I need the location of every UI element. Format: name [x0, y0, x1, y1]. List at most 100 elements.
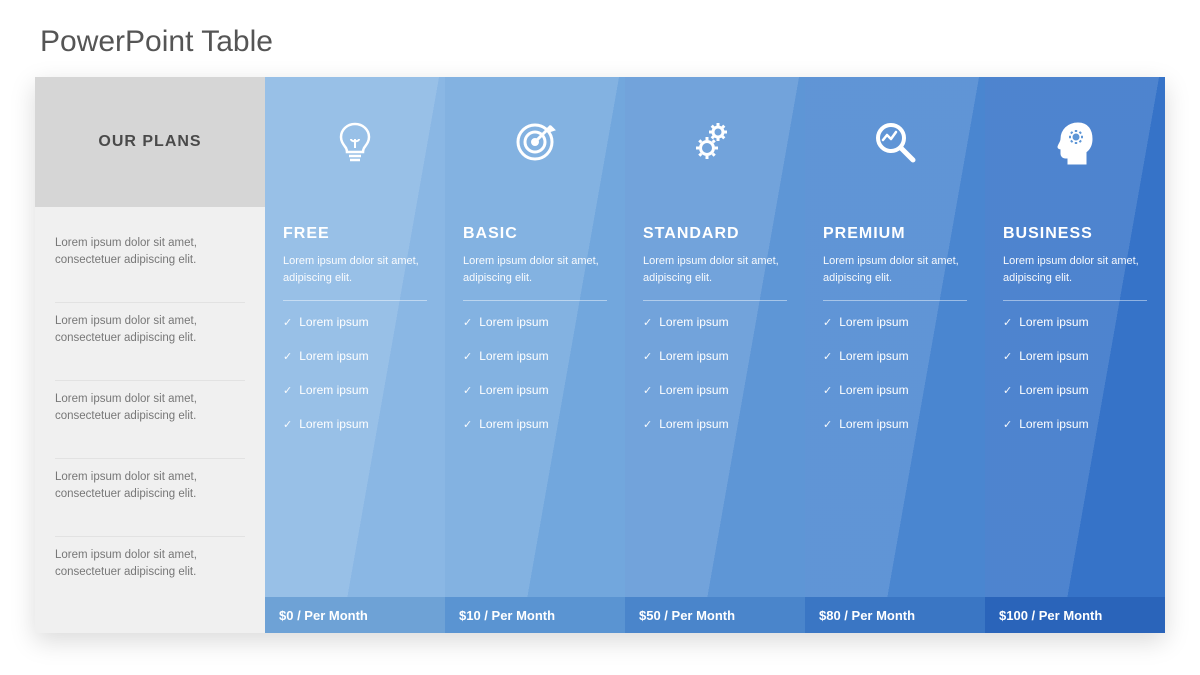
plan-body: STANDARD Lorem ipsum dolor sit amet, adip…: [625, 207, 805, 597]
plan-desc: Lorem ipsum dolor sit amet, adipiscing e…: [283, 253, 427, 286]
label-row: Lorem ipsum dolor sit amet, consectetuer…: [55, 303, 245, 381]
label-row: Lorem ipsum dolor sit amet, consectetuer…: [55, 537, 245, 615]
plan-desc: Lorem ipsum dolor sit amet, adipiscing e…: [643, 253, 787, 286]
plan-column-free: FREE Lorem ipsum dolor sit amet, adipisci…: [265, 77, 445, 633]
feature-text: Lorem ipsum: [659, 349, 728, 363]
plan-column-basic: BASIC Lorem ipsum dolor sit amet, adipisc…: [445, 77, 625, 633]
check-icon: ✓: [283, 316, 292, 329]
analytics-icon: [805, 77, 985, 207]
feature-item: ✓Lorem ipsum: [283, 349, 427, 363]
feature-item: ✓ Lorem ipsum: [643, 315, 787, 329]
feature-text: Lorem ipsum: [479, 349, 548, 363]
feature-text: Lorem ipsum: [1019, 315, 1088, 329]
feature-text: Lorem ipsum: [479, 417, 548, 431]
feature-item: ✓ Lorem ipsum: [1003, 349, 1147, 363]
separator: [823, 300, 967, 301]
feature-text: Lorem ipsum: [659, 383, 728, 397]
feature-text: Lorem ipsum: [299, 417, 368, 431]
lightbulb-icon: [265, 77, 445, 207]
plan-body: FREE Lorem ipsum dolor sit amet, adipisci…: [265, 207, 445, 597]
check-icon: ✓: [1003, 316, 1012, 329]
plan-column-premium: PREMIUM Lorem ipsum dolor sit amet, adipi…: [805, 77, 985, 633]
check-icon: ✓: [823, 384, 832, 397]
label-row: Lorem ipsum dolor sit amet, consectetuer…: [55, 225, 245, 303]
feature-item: ✓ Lorem ipsum: [283, 417, 427, 431]
page-title: PowerPoint Table: [0, 25, 1200, 59]
label-header: OUR PLANS: [35, 77, 265, 207]
plan-column-standard: STANDARD Lorem ipsum dolor sit amet, adip…: [625, 77, 805, 633]
check-icon: ✓: [1003, 384, 1012, 397]
check-icon: ✓: [643, 350, 652, 363]
feature-item: ✓ Lorem ipsum: [1003, 417, 1147, 431]
label-row: Lorem ipsum dolor sit amet, consectetuer…: [55, 459, 245, 537]
plan-price: $10 / Per Month: [445, 597, 625, 633]
feature-item: ✓ Lorem ipsum: [463, 349, 607, 363]
pricing-table: OUR PLANS Lorem ipsum dolor sit amet, co…: [35, 77, 1165, 633]
check-icon: ✓: [463, 316, 472, 329]
target-icon: [445, 77, 625, 207]
feature-item: ✓Lorem ipsum: [1003, 383, 1147, 397]
plan-desc: Lorem ipsum dolor sit amet, adipiscing e…: [463, 253, 607, 286]
separator: [283, 300, 427, 301]
plan-body: BASIC Lorem ipsum dolor sit amet, adipisc…: [445, 207, 625, 597]
check-icon: ✓: [643, 418, 652, 431]
feature-text: Lorem ipsum: [479, 315, 548, 329]
feature-item: ✓ Lorem ipsum: [823, 383, 967, 397]
feature-item: ✓ Lorem ipsum: [823, 349, 967, 363]
separator: [643, 300, 787, 301]
feature-text: Lorem ipsum: [1019, 417, 1088, 431]
plan-price: $80 / Per Month: [805, 597, 985, 633]
plan-price: $50 / Per Month: [625, 597, 805, 633]
check-icon: ✓: [1003, 418, 1012, 431]
feature-item: ✓Lorem ipsum: [643, 417, 787, 431]
feature-item: ✓ Lorem ipsum: [463, 383, 607, 397]
check-icon: ✓: [643, 316, 652, 329]
plan-body: BUSINESS Lorem ipsum dolor sit amet, adip…: [985, 207, 1165, 597]
feature-text: Lorem ipsum: [299, 349, 368, 363]
gears-icon: [625, 77, 805, 207]
feature-item: ✓ Lorem ipsum: [463, 417, 607, 431]
feature-item: ✓ Lorem ipsum: [643, 349, 787, 363]
plan-name: PREMIUM: [823, 225, 967, 243]
check-icon: ✓: [463, 384, 472, 397]
plan-name: FREE: [283, 225, 427, 243]
plan-desc: Lorem ipsum dolor sit amet, adipiscing e…: [823, 253, 967, 286]
plan-column-business: BUSINESS Lorem ipsum dolor sit amet, adip…: [985, 77, 1165, 633]
feature-text: Lorem ipsum: [839, 349, 908, 363]
feature-text: Lorem ipsum: [839, 417, 908, 431]
separator: [463, 300, 607, 301]
label-column: OUR PLANS Lorem ipsum dolor sit amet, co…: [35, 77, 265, 633]
plan-price: $100 / Per Month: [985, 597, 1165, 633]
feature-text: Lorem ipsum: [839, 383, 908, 397]
check-icon: ✓: [283, 418, 292, 431]
check-icon: ✓: [463, 350, 472, 363]
feature-text: Lorem ipsum: [839, 315, 908, 329]
separator: [1003, 300, 1147, 301]
feature-item: ✓ Lorem ipsum: [283, 315, 427, 329]
feature-text: Lorem ipsum: [299, 383, 368, 397]
feature-item: ✓ Lorem ipsum: [823, 417, 967, 431]
feature-item: ✓ Lorem ipsum: [1003, 315, 1147, 329]
check-icon: ✓: [1003, 350, 1012, 363]
label-row: Lorem ipsum dolor sit amet, consectetuer…: [55, 381, 245, 459]
feature-text: Lorem ipsum: [479, 383, 548, 397]
feature-item: ✓ Lorem ipsum: [643, 383, 787, 397]
feature-item: ✓ Lorem ipsum: [283, 383, 427, 397]
plan-price: $0 / Per Month: [265, 597, 445, 633]
feature-item: ✓ Lorem ipsum: [463, 315, 607, 329]
plan-desc: Lorem ipsum dolor sit amet, adipiscing e…: [1003, 253, 1147, 286]
plan-name: STANDARD: [643, 225, 787, 243]
check-icon: ✓: [463, 418, 472, 431]
plan-body: PREMIUM Lorem ipsum dolor sit amet, adipi…: [805, 207, 985, 597]
check-icon: ✓: [283, 384, 292, 397]
feature-text: Lorem ipsum: [1019, 349, 1088, 363]
feature-text: Lorem ipsum: [659, 315, 728, 329]
feature-text: Lorem ipsum: [299, 315, 368, 329]
feature-item: ✓Lorem ipsum: [823, 315, 967, 329]
check-icon: ✓: [823, 350, 832, 363]
check-icon: ✓: [823, 418, 832, 431]
check-icon: ✓: [643, 384, 652, 397]
plan-name: BASIC: [463, 225, 607, 243]
head-gears-icon: [985, 77, 1165, 207]
plan-name: BUSINESS: [1003, 225, 1147, 243]
